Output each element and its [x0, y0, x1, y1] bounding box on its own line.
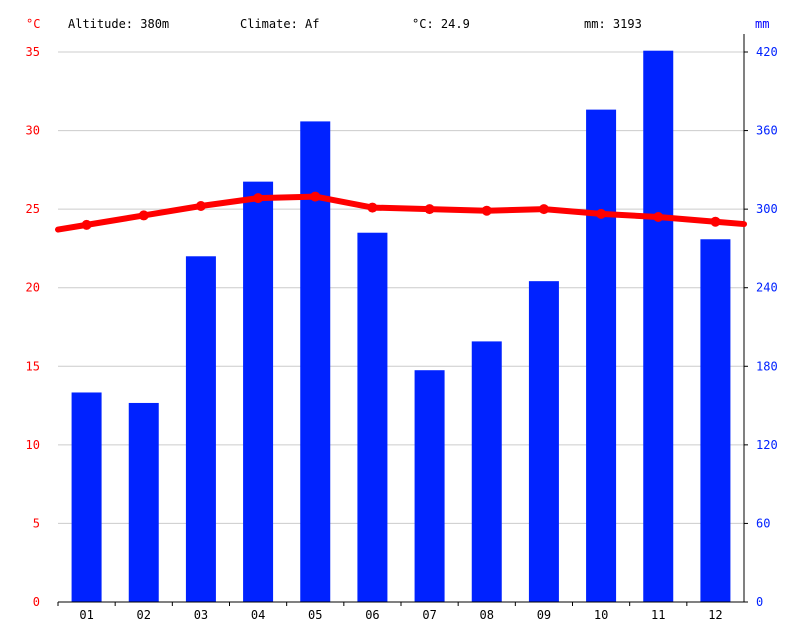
- temperature-point-02: [138, 210, 149, 221]
- right-y-tick-label: 300: [756, 202, 778, 216]
- precipitation-bar-09: [528, 281, 559, 602]
- precipitation-bar-07: [414, 370, 445, 602]
- temperature-point-01: [81, 219, 92, 230]
- average-temperature-label: °C: 24.9: [412, 17, 470, 31]
- chart-header: °C Altitude: 380m Climate: Af °C: 24.9 m…: [0, 0, 804, 40]
- right-y-tick-label: 360: [756, 124, 778, 138]
- temperature-point-07: [424, 204, 435, 215]
- right-y-tick-label: 0: [756, 595, 763, 609]
- x-tick-label-12: 12: [708, 608, 722, 622]
- temperature-point-03: [195, 201, 206, 211]
- left-y-tick-label: 30: [26, 124, 40, 138]
- x-tick-label-01: 01: [79, 608, 93, 622]
- annual-precipitation-label: mm: 3193: [584, 17, 642, 31]
- temperature-point-05: [310, 191, 321, 202]
- left-y-tick-label: 35: [26, 45, 40, 59]
- x-tick-label-05: 05: [308, 608, 322, 622]
- precipitation-unit-label: mm: [755, 17, 770, 31]
- temperature-point-08: [481, 205, 492, 216]
- left-y-tick-label: 5: [33, 516, 40, 530]
- x-tick-label-08: 08: [480, 608, 494, 622]
- precipitation-bar-06: [357, 232, 388, 602]
- x-tick-label-04: 04: [251, 608, 265, 622]
- left-y-tick-label: 20: [26, 281, 40, 295]
- temperature-point-11: [653, 212, 664, 222]
- precipitation-bar-12: [700, 239, 731, 602]
- temperature-line: [55, 193, 747, 233]
- precipitation-bar-10: [586, 109, 617, 602]
- x-tick-label-07: 07: [422, 608, 436, 622]
- right-y-tick-label: 180: [756, 359, 778, 373]
- x-tick-label-09: 09: [537, 608, 551, 622]
- right-y-tick-label: 240: [756, 281, 778, 295]
- precipitation-bar-11: [643, 50, 674, 602]
- temperature-point-06: [367, 202, 378, 213]
- left-y-tick-label: 10: [26, 438, 40, 452]
- right-y-tick-label: 60: [756, 516, 770, 530]
- precipitation-bar-04: [243, 181, 274, 602]
- right-y-tick-label: 420: [756, 45, 778, 59]
- x-tick-label-03: 03: [194, 608, 208, 622]
- left-y-tick-label: 25: [26, 202, 40, 216]
- temperature-point-12: [710, 216, 721, 227]
- temperature-point-10: [596, 208, 607, 219]
- altitude-label: Altitude: 380m: [68, 17, 170, 31]
- right-y-tick-label: 120: [756, 438, 778, 452]
- climate-label: Climate: Af: [240, 17, 320, 31]
- precipitation-bar-02: [128, 402, 159, 602]
- x-tick-label-06: 06: [365, 608, 379, 622]
- x-tick-label-10: 10: [594, 608, 608, 622]
- temperature-unit-label: °C: [26, 17, 41, 31]
- x-tick-label-02: 02: [137, 608, 151, 622]
- left-y-tick-label: 0: [33, 595, 40, 609]
- x-tick-label-11: 11: [651, 608, 665, 622]
- precipitation-bar-03: [185, 256, 216, 602]
- precipitation-bar-08: [471, 341, 502, 602]
- precipitation-bar-01: [71, 392, 102, 602]
- temperature-point-09: [538, 204, 549, 215]
- left-y-tick-label: 15: [26, 359, 40, 373]
- temperature-point-04: [253, 193, 264, 204]
